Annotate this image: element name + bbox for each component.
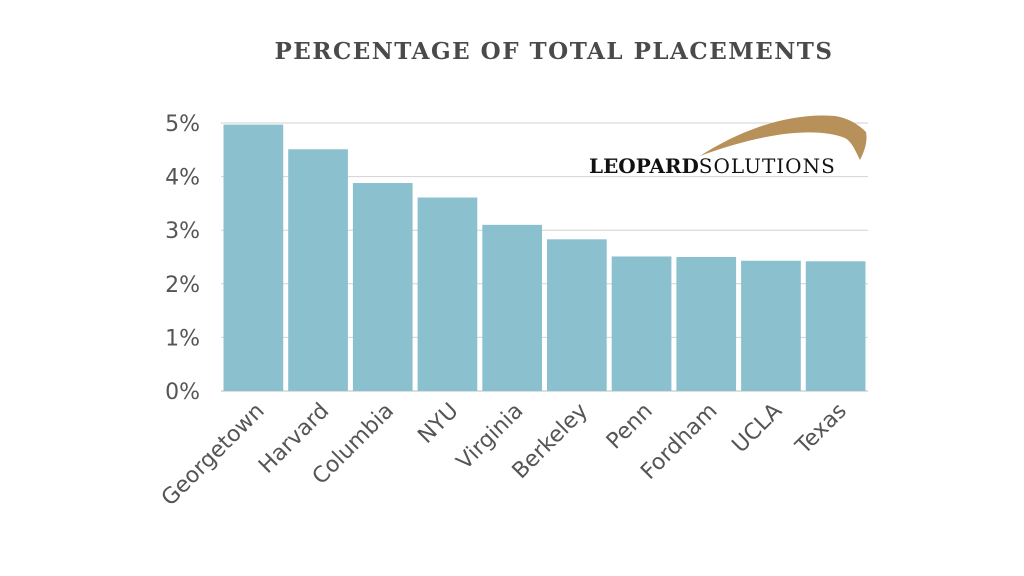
chart-title: PERCENTAGE OF TOTAL PLACEMENTS: [274, 38, 834, 65]
bar-nyu: [417, 197, 478, 391]
logo-light-word: SOLUTIONS: [699, 154, 836, 178]
bar-berkeley: [547, 239, 607, 391]
svg-text:LEOPARDSOLUTIONS: LEOPARDSOLUTIONS: [589, 154, 836, 178]
y-tick-label: 4%: [165, 166, 200, 191]
x-category-label: Georgetown: [157, 399, 270, 512]
bar-virginia: [482, 224, 542, 391]
x-category-label: UCLA: [728, 399, 788, 459]
y-tick-label: 3%: [165, 219, 200, 244]
bar-ucla: [741, 260, 801, 391]
bar-harvard: [288, 149, 348, 391]
x-category-label: Texas: [791, 399, 852, 460]
bar-columbia: [352, 183, 413, 391]
y-tick-label: 1%: [165, 326, 200, 351]
bar-penn: [611, 256, 672, 391]
logo-bold-word: LEOPARD: [589, 154, 699, 178]
leopard-solutions-logo: LEOPARDSOLUTIONS: [589, 115, 867, 178]
bars: [223, 124, 866, 391]
leopard-swoosh-icon: [700, 115, 867, 160]
bar-georgetown: [223, 124, 284, 391]
y-tick-label: 0%: [165, 380, 200, 405]
bar-texas: [805, 261, 866, 391]
y-axis-ticks: 0% 1% 2% 3% 4% 5%: [165, 112, 200, 405]
x-category-label: NYU: [413, 399, 463, 449]
x-category-label: Penn: [602, 399, 658, 455]
y-tick-label: 2%: [165, 273, 200, 298]
y-tick-label: 5%: [165, 112, 200, 137]
bar-fordham: [676, 257, 737, 391]
